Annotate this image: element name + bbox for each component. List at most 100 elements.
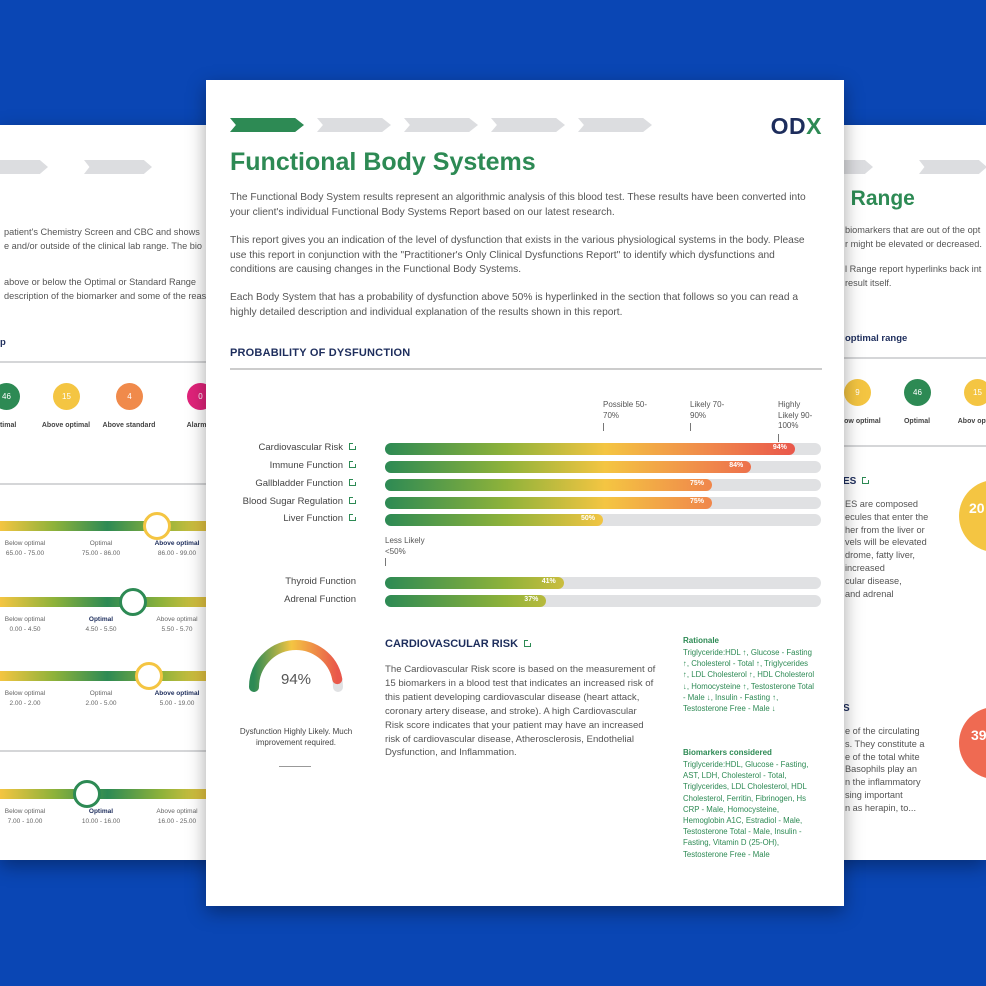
range-label: Below optimal 7.00 - 10.00 [0,807,55,827]
scale-tick [690,423,691,431]
bar-value-label: 94% [772,444,787,451]
bar-value-label: 75% [689,480,704,487]
bar-track: 75% [385,479,821,491]
bar-label-text: Thyroid Function [285,576,356,587]
range-bar [0,671,215,681]
risk-title-text: CARDIOVASCULAR RISK [385,638,519,650]
bar-label[interactable]: Thyroid Function [285,576,356,587]
external-link-icon[interactable] [349,513,357,521]
range-label-value: 0.00 - 4.50 [9,626,41,633]
count-circle-label: ptimal [0,422,17,429]
right-desc-line: increased [845,562,885,573]
bar-value-label: 41% [541,578,556,585]
range-knob[interactable] [73,780,101,808]
progress-step [84,160,152,174]
bar-label-text: Immune Function [269,460,343,471]
right-text-line: biomarkers that are out of the opt [845,225,981,235]
bar-label[interactable]: Liver Function [283,513,357,524]
external-link-icon[interactable] [862,476,871,484]
risk-title: CARDIOVASCULAR RISK [385,638,533,650]
count-circle: 15 [964,379,986,406]
right-heading: optimal range [845,333,908,344]
right-text-line: l Range report hyperlinks back int [845,264,982,274]
range-label-value: 7.00 - 10.00 [7,818,43,825]
scale-label-less: Less Likely <50% [385,536,425,556]
progress-step [578,118,652,132]
range-label: Above optimal 86.00 - 99.00 [147,539,207,559]
gauge-caption: Dysfunction Highly Likely. Much improvem… [239,727,353,747]
bar-track: 84% [385,461,821,473]
external-link-icon[interactable] [524,639,533,647]
big-score-circle: 39 [959,707,986,779]
range-label-value: 10.00 - 16.00 [81,818,121,825]
range-label-value: 4.50 - 5.50 [85,626,117,633]
range-label-name: Below optimal [4,690,46,697]
right-sub-heading-text: ES [843,476,857,487]
count-circle: 4 [116,383,143,410]
range-label-value: 2.00 - 5.00 [85,700,117,707]
big-score-value: 20 [969,500,985,516]
range-label-name: Below optimal [4,808,46,815]
range-label-name: Optimal [89,690,113,697]
external-link-icon[interactable] [349,442,357,450]
risk-description: The Cardiovascular Risk score is based o… [385,664,656,759]
range-label-name: Above optimal [154,540,200,547]
gauge-fill [249,640,343,692]
scale-tick [778,434,779,442]
bar-label[interactable]: Blood Sugar Regulation [242,496,357,507]
logo-x: X [806,113,822,139]
external-link-icon[interactable] [349,478,357,486]
range-knob[interactable] [135,662,163,690]
bar-label-text: Blood Sugar Regulation [242,496,343,507]
divider [0,483,210,485]
scale-label-possible: Possible 50-70% [603,400,648,420]
range-label-name: Below optimal [4,616,46,623]
count-circle-label: Optimal [903,418,931,425]
count-circle-label: Abov optim [957,418,986,425]
big-score-circle: 20 [959,480,986,552]
intro-paragraph: Each Body System that has a probability … [230,292,798,318]
range-label-name: Optimal [88,808,114,815]
section-divider [230,368,822,370]
range-label-value: 86.00 - 99.00 [157,550,197,557]
divider [835,357,986,359]
right-desc-line: s. They constitute a [845,738,925,749]
right-text-line: r might be elevated or decreased. [845,239,982,249]
count-circle-label: Below optimal [835,418,881,425]
right-desc-line: n the inflammatory [845,777,921,788]
progress-step [835,160,873,174]
scale-label-likely: Likely 70-90% [690,400,725,420]
range-label: Below optimal 65.00 - 75.00 [0,539,55,559]
right-text-line: result itself. [845,278,892,288]
left-heading-fragment: p [0,337,6,348]
range-bar [0,789,215,799]
range-label: Optimal 75.00 - 86.00 [71,539,131,559]
range-label: Below optimal 2.00 - 2.00 [0,689,55,709]
divider [835,445,986,447]
range-label: Below optimal 0.00 - 4.50 [0,615,55,635]
range-label-value: 5.00 - 19.00 [159,700,195,707]
bar-label[interactable]: Gallbladder Function [255,478,357,489]
bar-value-label: 37% [524,596,539,603]
range-knob[interactable] [119,588,147,616]
external-link-icon[interactable] [349,496,357,504]
range-label: Above optimal 16.00 - 25.00 [147,807,207,827]
range-knob[interactable] [143,512,171,540]
right-desc-line: her from the liver or [845,524,925,535]
external-link-icon[interactable] [349,460,357,468]
right-desc-line: vels will be elevated [845,537,927,548]
range-label: Optimal 4.50 - 5.50 [71,615,131,635]
bar-label[interactable]: Cardiovascular Risk [259,442,357,453]
bar-track: 75% [385,497,821,509]
risk-gauge [246,635,346,695]
scale-label-highly: Highly Likely 90-100% [778,400,813,430]
bar-label[interactable]: Adrenal Function [284,594,356,605]
intro-paragraph: This report gives you an indication of t… [230,235,805,276]
page-title: Functional Body Systems [230,148,536,176]
right-desc-line: sing important [845,789,903,800]
gauge-svg [249,640,343,692]
progress-step [919,160,986,174]
range-label-name: Optimal [89,540,113,547]
bar-label[interactable]: Immune Function [269,460,357,471]
right-desc-line: ecules that enter the [845,511,929,522]
